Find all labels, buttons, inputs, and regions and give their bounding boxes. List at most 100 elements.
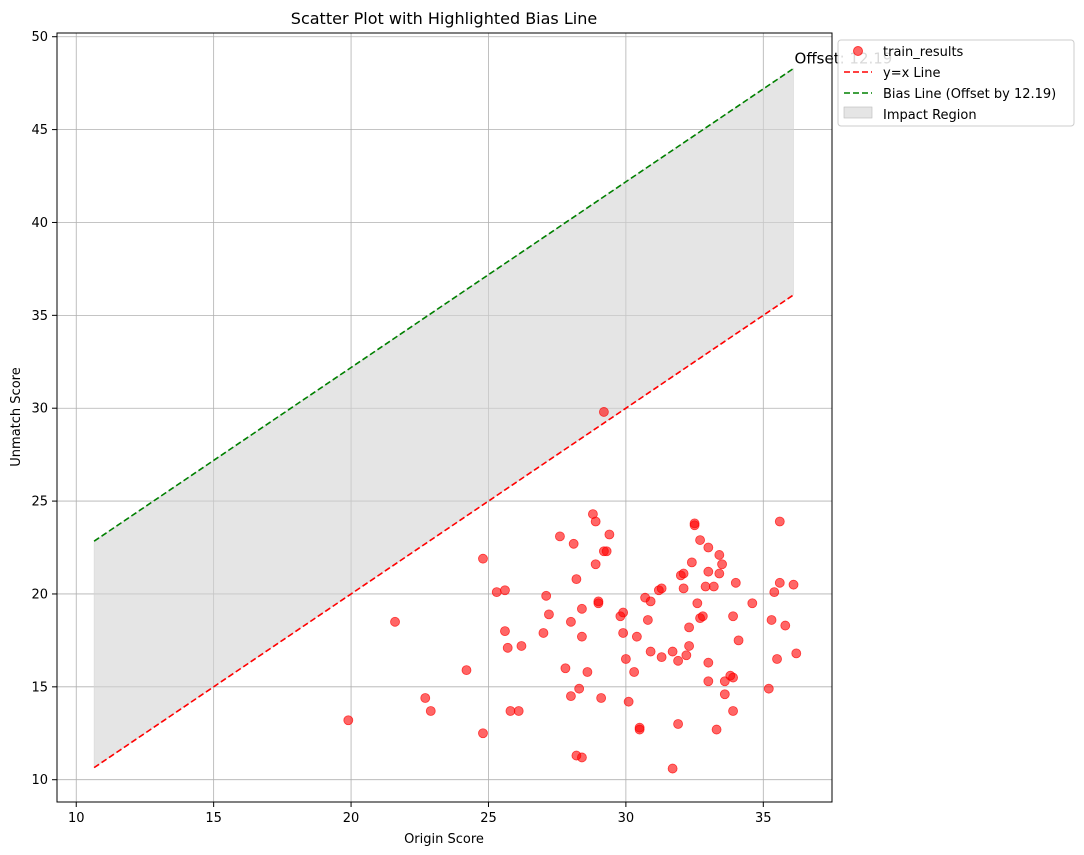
scatter-point	[343, 715, 354, 726]
scatter-point	[618, 628, 629, 638]
scatter-point	[708, 581, 719, 592]
scatter-point	[703, 566, 714, 577]
scatter-point	[780, 620, 791, 631]
scatter-point	[461, 665, 472, 676]
scatter-point	[714, 568, 725, 579]
y-tick-label: 30	[31, 402, 48, 417]
scatter-point	[505, 706, 516, 716]
scatter-point	[500, 585, 510, 596]
scatter-point	[678, 568, 689, 579]
scatter-point	[604, 529, 615, 540]
scatter-point	[673, 719, 683, 729]
scatter-point	[577, 603, 587, 614]
scatter-point	[766, 615, 777, 625]
scatter-point	[502, 642, 513, 653]
scatter-point	[684, 641, 694, 651]
scatter-point	[711, 724, 722, 735]
y-tick-label: 20	[31, 587, 48, 602]
legend-label-region: Impact Region	[883, 108, 977, 123]
x-tick-label: 20	[343, 811, 360, 826]
scatter-point	[719, 689, 730, 700]
scatter-point	[673, 655, 683, 666]
scatter-point	[692, 598, 703, 609]
scatter-point	[582, 667, 593, 677]
scatter-point	[703, 676, 714, 687]
scatter-point	[590, 516, 601, 527]
legend-marker-scatter	[853, 46, 863, 56]
y-tick-label: 45	[31, 123, 48, 138]
legend-swatch-region	[843, 106, 873, 119]
scatter-point	[728, 672, 738, 683]
bias-line	[93, 67, 794, 542]
scatter-point	[684, 622, 694, 633]
scatter-point	[566, 616, 576, 627]
scatter-point	[516, 641, 527, 651]
scatter-point	[571, 574, 582, 585]
legend-item-scatter: train_results	[853, 45, 964, 60]
scatter-point	[747, 598, 758, 609]
legend-label-bias: Bias Line (Offset by 12.19)	[883, 87, 1056, 102]
scatter-point	[645, 596, 656, 607]
scatter-point	[695, 535, 705, 545]
scatter-point	[620, 654, 631, 664]
reference-lines	[93, 67, 794, 769]
scatter-point	[717, 559, 727, 570]
scatter-points	[343, 407, 802, 774]
scatter-point	[566, 691, 576, 702]
scatter-point	[601, 546, 612, 557]
scatter-point	[703, 542, 714, 553]
scatter-point	[788, 579, 799, 590]
scatter-point	[631, 631, 642, 642]
x-tick-label: 35	[755, 811, 772, 826]
scatter-point	[774, 577, 785, 588]
plot-area	[56, 32, 833, 803]
scatter-point	[623, 696, 634, 707]
scatter-point	[763, 683, 774, 694]
scatter-point	[568, 538, 579, 549]
x-tick-label: 25	[480, 811, 497, 826]
scatter-point	[667, 763, 678, 774]
scatter-point	[703, 657, 714, 668]
scatter-point	[733, 635, 744, 646]
scatter-point	[555, 531, 565, 542]
scatter-point	[544, 609, 554, 620]
x-axis-ticks: 10 15 20 25 30 35	[68, 802, 772, 826]
y-tick-label: 35	[31, 309, 48, 324]
scatter-point	[574, 683, 585, 694]
scatter-point	[791, 648, 802, 659]
scatter-point	[478, 553, 488, 564]
scatter-point	[645, 646, 656, 657]
x-tick-label: 10	[68, 811, 85, 826]
scatter-point	[678, 583, 689, 594]
legend-item-bias: Bias Line (Offset by 12.19)	[844, 87, 1056, 102]
y-tick-label: 40	[31, 216, 48, 231]
y-tick-label: 25	[31, 495, 48, 510]
scatter-point	[772, 654, 782, 664]
legend-label-scatter: train_results	[883, 45, 964, 60]
scatter-point	[667, 646, 678, 657]
scatter-point	[425, 706, 436, 716]
scatter-point	[577, 752, 587, 763]
scatter-point	[642, 615, 653, 625]
legend-item-identity: y=x Line	[844, 66, 941, 81]
plot-frame	[56, 32, 833, 803]
scatter-point	[697, 611, 708, 622]
x-tick-label: 30	[618, 811, 635, 826]
scatter-point	[629, 667, 640, 677]
y-tick-label: 10	[31, 773, 48, 788]
legend-label-identity: y=x Line	[883, 66, 941, 81]
scatter-point	[500, 626, 510, 637]
scatter-point	[390, 616, 400, 627]
chart-title: Scatter Plot with Highlighted Bias Line	[291, 9, 597, 28]
x-tick-label: 15	[205, 811, 222, 826]
y-tick-label: 15	[31, 680, 48, 695]
scatter-point	[689, 520, 700, 531]
scatter-point	[686, 557, 697, 568]
scatter-point	[656, 583, 667, 594]
scatter-point	[774, 516, 785, 527]
scatter-point	[593, 598, 604, 609]
scatter-point	[728, 706, 738, 716]
scatter-point	[714, 550, 725, 560]
scatter-point	[656, 652, 667, 663]
